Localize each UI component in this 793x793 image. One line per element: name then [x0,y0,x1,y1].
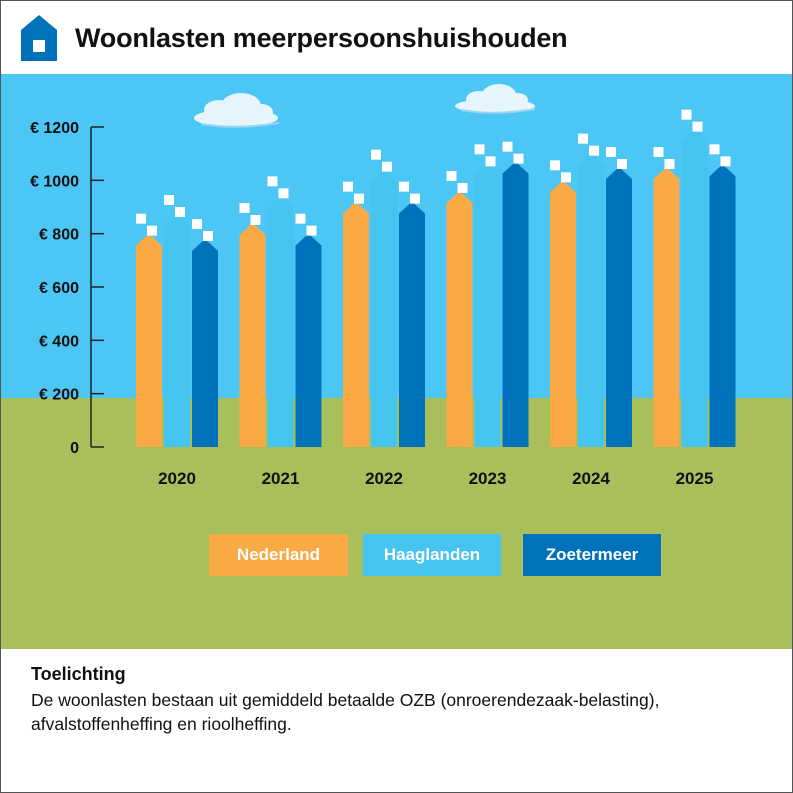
window-icon [446,171,457,181]
bar-nederland-2025 [653,147,680,447]
bar-zoetermeer-2023 [502,141,529,447]
x-tick-label: 2025 [676,469,714,488]
explanation: Toelichting De woonlasten bestaan uit ge… [31,664,771,736]
bar-haaglanden-2020 [164,195,190,447]
window-icon [502,141,513,152]
window-icon [410,193,420,204]
bar-zoetermeer-2022 [399,181,425,447]
window-icon [709,144,720,155]
window-icon [606,147,616,157]
window-icon [692,121,703,132]
legend-item-zoetermeer: Zoetermeer [523,534,661,576]
window-icon [720,156,731,167]
y-tick-label: € 1200 [30,120,79,137]
window-icon [164,195,174,205]
bar-nederland-2022 [343,181,369,447]
bar-chart: 0 € 200 € 400 € 600 € 800 € 1000 € 1200 2020 20… [1,74,792,649]
legend-item-haaglanden: Haaglanden [363,534,501,576]
x-tick-label: 2022 [365,469,403,488]
y-tick-label: € 800 [39,227,79,244]
window-icon [664,159,675,169]
bar-zoetermeer-2025 [709,144,736,447]
explanation-text: De woonlasten bestaan uit gemiddeld beta… [31,690,660,734]
window-icon [306,225,317,236]
explanation-title: Toelichting [31,664,126,684]
window-icon [513,153,524,164]
bar-haaglanden-2021 [267,176,294,447]
x-tick-label: 2023 [469,469,507,488]
legend-label: Haaglanden [383,545,481,564]
y-tick-label: € 200 [39,387,79,404]
window-icon [578,133,588,144]
window-icon [371,149,381,160]
window-icon [550,160,560,171]
window-icon [617,159,627,169]
x-tick-label: 2024 [572,469,610,488]
bar-nederland-2020 [136,213,162,447]
window-icon [136,213,146,224]
window-icon [354,193,364,204]
x-tick-label: 2020 [158,469,196,488]
window-icon [457,183,468,193]
window-icon [203,231,213,241]
window-icon [343,181,353,192]
chart-area: 0 € 200 € 400 € 600 € 800 € 1000 € 1200 2020 20… [1,74,792,649]
y-tick-label: € 1000 [30,173,79,190]
y-tick-label: € 600 [39,280,79,297]
window-icon [278,188,289,199]
window-icon [295,213,306,224]
window-icon [681,109,692,120]
cloud-icon [194,93,280,128]
window-icon [192,219,202,229]
window-icon [239,203,250,213]
window-icon [474,144,485,155]
bar-zoetermeer-2020 [192,219,218,447]
bar-haaglanden-2023 [474,144,501,447]
legend-label: Zoetermeer [545,545,639,564]
bar-zoetermeer-2024 [606,147,632,447]
window-icon [175,207,185,217]
window-icon [250,215,261,225]
legend-item-nederland: Nederland [209,534,348,576]
bar-nederland-2021 [239,203,266,447]
window-icon [485,156,496,167]
window-icon [399,181,409,192]
bar-haaglanden-2024 [578,133,604,447]
window-icon [267,176,278,187]
window-icon [382,161,392,172]
bar-zoetermeer-2021 [295,213,322,447]
bar-nederland-2023 [446,171,473,447]
bar-haaglanden-2025 [681,109,708,447]
page-title: Woonlasten meerpersoonshuishouden [75,23,568,53]
y-tick-label: € 400 [39,333,79,350]
window-icon [147,225,157,236]
house-icon [21,15,57,61]
window-icon [589,145,599,156]
header: Woonlasten meerpersoonshuishouden [1,1,792,74]
bar-nederland-2024 [550,160,576,447]
bar-haaglanden-2022 [371,149,397,447]
window-icon [561,172,571,183]
window-icon [653,147,664,157]
y-tick-label: 0 [70,440,79,457]
cloud-icon [455,84,536,114]
legend-label: Nederland [236,545,321,564]
x-tick-label: 2021 [262,469,300,488]
